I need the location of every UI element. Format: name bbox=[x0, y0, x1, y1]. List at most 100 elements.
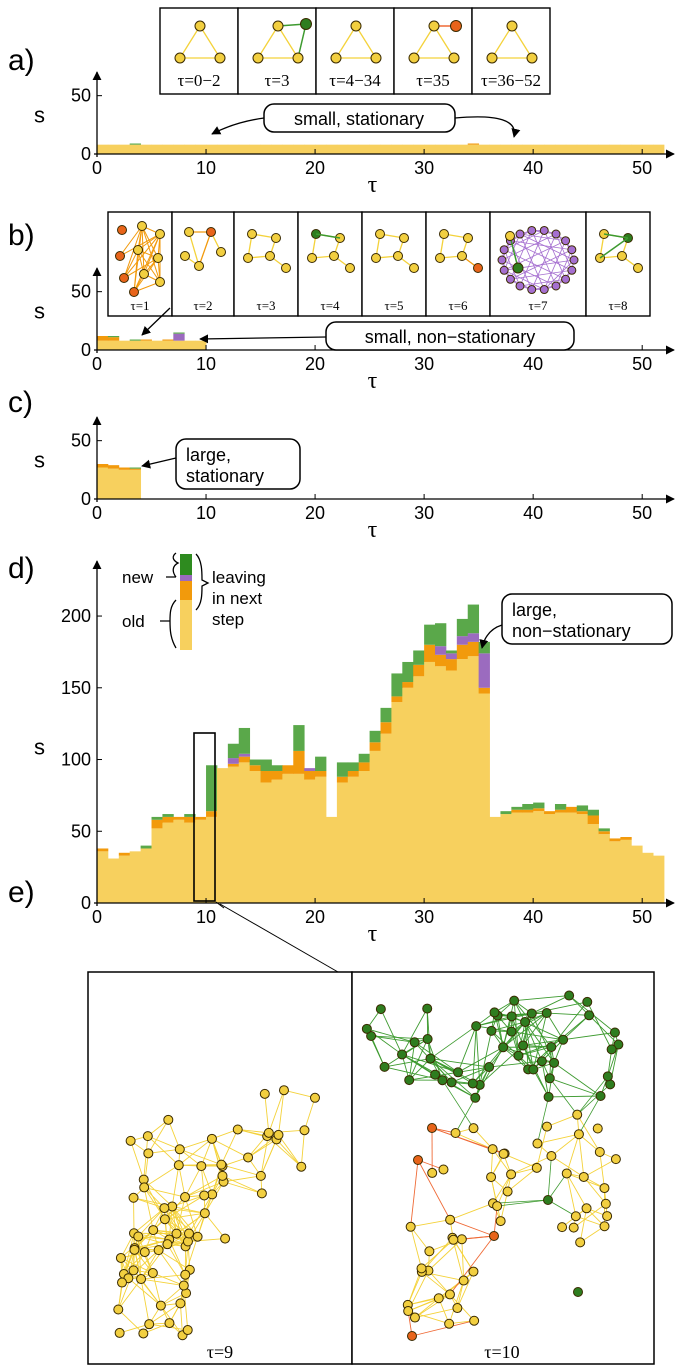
network-node-new bbox=[498, 1042, 509, 1053]
network-node-old bbox=[468, 1266, 479, 1277]
network-edge-tau9 bbox=[278, 1134, 302, 1167]
bar-a-old-49 bbox=[631, 144, 643, 154]
network-edge-new bbox=[371, 1035, 415, 1043]
network-edge-old bbox=[455, 1132, 493, 1150]
inset-node-purple bbox=[497, 255, 507, 265]
network-edge-new bbox=[492, 1199, 549, 1204]
network-node-old bbox=[456, 1234, 467, 1245]
panel-label-e: e) bbox=[8, 876, 35, 909]
network-edge bbox=[510, 240, 572, 251]
network-edge bbox=[501, 259, 557, 287]
x-tick-label-b-30: 30 bbox=[414, 354, 434, 374]
x-tick-label-a-10: 10 bbox=[196, 158, 216, 178]
bar-d-old-21 bbox=[325, 816, 338, 903]
bar-a-old-24 bbox=[358, 144, 370, 154]
bar-a-old-50 bbox=[642, 144, 654, 154]
bar-d-old-29 bbox=[413, 676, 425, 903]
inset-node bbox=[399, 233, 409, 243]
inset-node bbox=[139, 269, 149, 279]
bar-d-leaving_new-33 bbox=[456, 636, 469, 645]
network-edge-tau9 bbox=[167, 1119, 181, 1150]
network-edge bbox=[137, 249, 161, 283]
bar-a-old-27 bbox=[391, 144, 403, 154]
network-edge bbox=[123, 249, 139, 279]
zoom-connector-right bbox=[219, 903, 339, 973]
bar-d-leaving_new-13 bbox=[238, 753, 251, 757]
bar-d-new-18 bbox=[293, 725, 305, 751]
network-edge-tau9 bbox=[152, 1272, 184, 1286]
network-edge-old bbox=[452, 1237, 465, 1281]
bar-d-leaving-14 bbox=[249, 765, 261, 771]
bar-d-leaving-35 bbox=[478, 687, 490, 694]
bar-a-old-28 bbox=[402, 144, 414, 154]
bar-d-leaving-9 bbox=[195, 816, 207, 820]
network-edge-tau9 bbox=[148, 1148, 180, 1154]
legend-swatch-new bbox=[180, 554, 192, 575]
network-node-old bbox=[541, 1121, 552, 1132]
network-node-tau9 bbox=[115, 1252, 126, 1263]
panel-label-a: a) bbox=[8, 44, 35, 77]
legend-brace-new bbox=[166, 552, 180, 578]
y-tick-label-d-150: 150 bbox=[61, 678, 91, 698]
network-edge-new bbox=[457, 1046, 504, 1073]
bar-d-leaving-2 bbox=[118, 852, 131, 856]
bar-d-old-27 bbox=[391, 702, 403, 903]
network-edge-tau9 bbox=[164, 1212, 205, 1220]
network-edge-tau9 bbox=[168, 1206, 173, 1240]
x-tick-label-d-30: 30 bbox=[414, 907, 434, 927]
inset-node bbox=[206, 227, 216, 237]
inset-node bbox=[307, 253, 317, 263]
inset-node-old bbox=[214, 52, 226, 64]
network-node-tau9 bbox=[243, 1152, 254, 1163]
network-edge-new bbox=[546, 1012, 590, 1016]
network-edge bbox=[179, 25, 201, 59]
network-node-tau9 bbox=[180, 1269, 191, 1280]
network-node-tau9 bbox=[148, 1225, 159, 1236]
network-node-new bbox=[471, 1021, 482, 1032]
network-edge-tau9 bbox=[158, 1249, 191, 1271]
network-node-new bbox=[558, 1034, 569, 1045]
network-node-old bbox=[600, 1198, 611, 1209]
network-node-new bbox=[422, 1003, 433, 1014]
bar-b-old-6 bbox=[162, 340, 174, 350]
inset-node bbox=[115, 251, 125, 261]
y-label-c: s bbox=[34, 448, 45, 473]
inset-node-old bbox=[252, 52, 264, 64]
bar-d-old-37 bbox=[500, 814, 512, 903]
network-edge-new bbox=[523, 1039, 564, 1046]
network-node-new bbox=[520, 1016, 531, 1027]
bar-d-old-24 bbox=[358, 771, 370, 903]
network-node-old bbox=[438, 1164, 449, 1175]
bar-a-old-29 bbox=[413, 144, 425, 154]
bar-d-new-29 bbox=[413, 650, 425, 665]
network-edge bbox=[433, 25, 455, 59]
network-node-new bbox=[518, 1040, 529, 1051]
bar-d-leaving-43 bbox=[565, 806, 578, 813]
network-node-tau9 bbox=[182, 1325, 193, 1336]
annotation-b-text: small, non−stationary bbox=[365, 327, 536, 347]
network-edge-tau9 bbox=[137, 1207, 165, 1237]
network-node-old bbox=[433, 1293, 444, 1304]
bar-b-new-1 bbox=[107, 336, 120, 338]
bar-a-old-15 bbox=[260, 144, 272, 154]
bar-d-new-35 bbox=[478, 641, 490, 654]
bar-d-new-5 bbox=[151, 816, 163, 820]
legend-leaving-line3: step bbox=[212, 610, 244, 629]
network-node-tau9 bbox=[196, 1161, 207, 1172]
network-node-new bbox=[375, 1004, 386, 1015]
x-tick-label-d-50: 50 bbox=[632, 907, 652, 927]
network-edge bbox=[519, 230, 545, 287]
bar-d-old-35 bbox=[478, 693, 490, 903]
bar-a-old-7 bbox=[173, 144, 185, 154]
network-edge bbox=[315, 233, 341, 239]
bar-c-old-3 bbox=[129, 469, 142, 499]
network-node-tau9 bbox=[143, 1148, 154, 1159]
inset-node-old bbox=[350, 20, 362, 32]
bar-d-old-32 bbox=[445, 670, 458, 903]
network-edge-new bbox=[472, 1026, 477, 1084]
network-edge bbox=[599, 237, 629, 259]
network-node-old bbox=[599, 1221, 610, 1232]
y-tick-label-a-0: 0 bbox=[81, 144, 91, 164]
network-edge-old bbox=[578, 1134, 585, 1178]
network-edge-tau9 bbox=[143, 1179, 173, 1207]
